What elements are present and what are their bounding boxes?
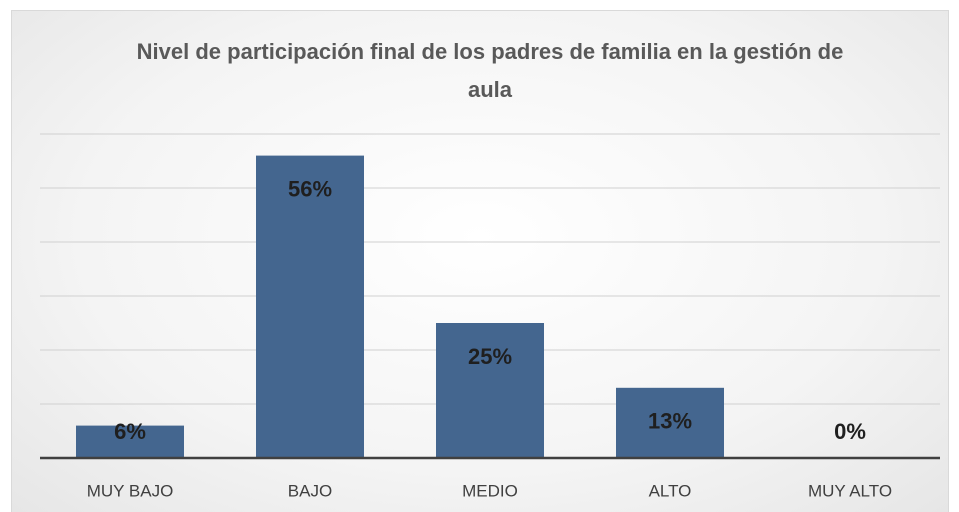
bar [616, 387, 724, 458]
x-tick-label: MEDIO [462, 481, 518, 500]
data-label: 6% [114, 419, 146, 444]
data-label: 0% [834, 419, 866, 444]
x-tick-label: MUY ALTO [808, 481, 892, 500]
x-tick-label: BAJO [288, 481, 332, 500]
data-label: 25% [468, 344, 512, 369]
data-label: 56% [288, 176, 332, 201]
chart-title: Nivel de participación final de los padr… [136, 39, 844, 102]
data-label: 13% [648, 409, 692, 434]
bar [76, 425, 184, 458]
x-tick-label: MUY BAJO [87, 481, 174, 500]
bar [256, 155, 364, 458]
x-tick-label: ALTO [649, 481, 692, 500]
bar [436, 323, 544, 458]
